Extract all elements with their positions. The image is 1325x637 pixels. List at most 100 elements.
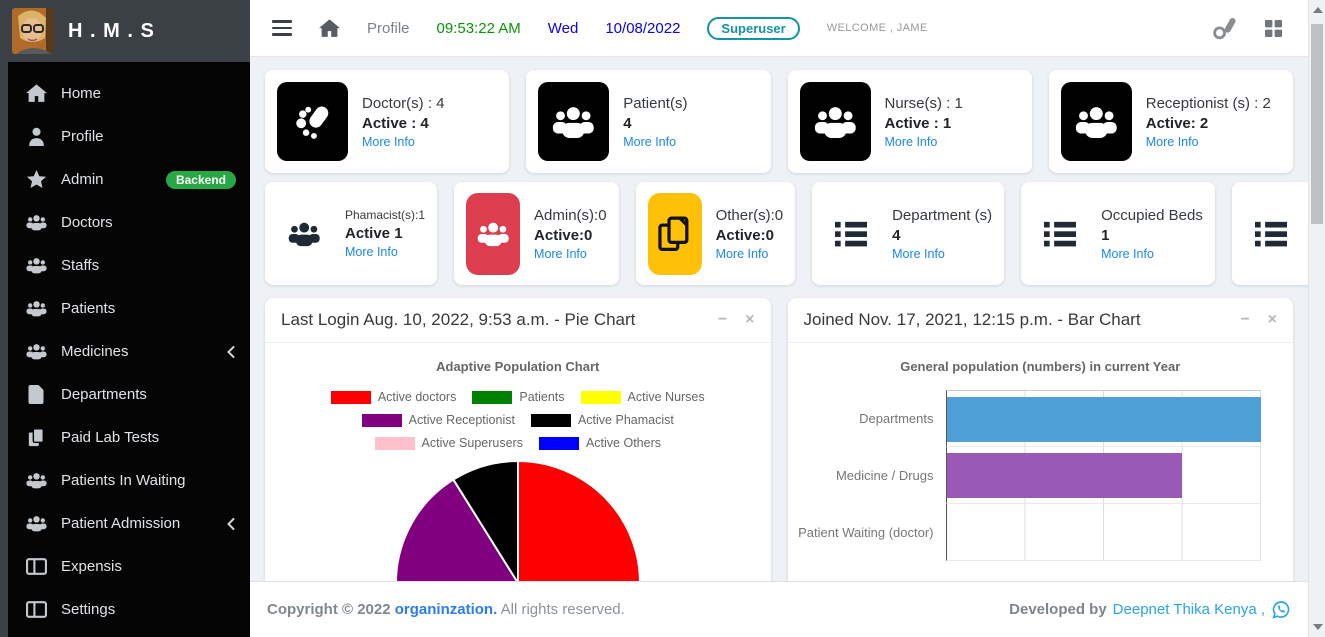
stat-card-admin-s-0: Admin(s):0 Active:0 More Info — [454, 182, 619, 285]
sidebar-item-paid-lab-tests[interactable]: Paid Lab Tests — [8, 416, 250, 459]
stat-card-receptionist-s-2: Receptionist (s) : 2 Active: 2 More Info — [1048, 70, 1293, 173]
legend-label: Active Phamacist — [577, 413, 674, 427]
users-icon — [26, 213, 47, 232]
more-info-link[interactable]: More Info — [884, 134, 938, 149]
grid-icon[interactable] — [1265, 20, 1282, 37]
backend-badge: Backend — [165, 170, 236, 189]
sidebar-item-settings[interactable]: Settings — [8, 588, 250, 631]
sidebar-item-label: Home — [61, 85, 102, 102]
legend-label: Active Nurses — [627, 390, 705, 404]
topbar-profile-link[interactable]: Profile — [367, 19, 410, 37]
legend-swatch — [330, 390, 371, 404]
bar-medicine-drugs — [946, 453, 1183, 498]
sidebar-item-expensis[interactable]: Expensis — [8, 545, 250, 588]
topbar: Profile 09:53:22 AM Wed 10/08/2022 Super… — [250, 0, 1308, 57]
pill-icon[interactable] — [1212, 16, 1238, 40]
more-info-link[interactable]: More Info — [345, 245, 398, 259]
more-info-link[interactable]: More Info — [362, 134, 415, 149]
stat-title: Department (s) — [892, 206, 993, 224]
users-icon — [466, 192, 521, 275]
users-icon — [277, 193, 331, 275]
sidebar-item-label: Departments — [61, 386, 147, 403]
pie-card-title: Last Login Aug. 10, 2022, 9:53 a.m. - Pi… — [281, 310, 636, 329]
copyright-text: Copyright © 2022 organinzation. All righ… — [267, 601, 625, 618]
pie-legend: Active doctors Patients Active Nurses Activ… — [275, 390, 761, 450]
bar-chart-card: Joined Nov. 17, 2021, 12:15 p.m. - Bar C… — [787, 298, 1293, 628]
more-info-link[interactable]: More Info — [534, 246, 587, 261]
sidebar-item-doctors[interactable]: Doctors — [8, 201, 250, 244]
stat-card-nurse-s-1: Nurse(s) : 1 Active : 1 More Info — [787, 70, 1032, 173]
minimize-icon[interactable]: − — [717, 311, 728, 328]
stat-title: Occupied Beds — [1101, 206, 1203, 224]
sidebar-item-home[interactable]: Home — [8, 72, 250, 115]
sidebar-item-label: Settings — [61, 601, 116, 618]
menu-toggle-icon[interactable] — [272, 20, 292, 36]
legend-item-active-others: Active Others — [538, 436, 661, 450]
bar-row-departments: Departments — [798, 390, 1284, 447]
minimize-icon[interactable]: − — [1240, 311, 1250, 328]
sidebar-item-label: Staffs — [61, 257, 100, 274]
bar-row-patient-waiting-doctor: Patient Waiting (doctor) — [798, 504, 1284, 561]
user-avatar — [12, 8, 54, 54]
pie-chart-title: Adaptive Population Chart — [436, 359, 600, 374]
chevron-left-icon — [226, 518, 236, 530]
sidebar-item-patient-admission[interactable]: Patient Admission — [8, 502, 250, 545]
paw-icon — [277, 82, 348, 161]
sidebar-item-patients-in-waiting[interactable]: Patients In Waiting — [8, 459, 250, 502]
more-info-link[interactable]: More Info — [1101, 246, 1154, 261]
pie-slice-active-phamacist — [451, 459, 519, 587]
more-info-link[interactable]: More Info — [623, 134, 677, 149]
sidebar-item-patients[interactable]: Patients — [8, 287, 250, 330]
scrollbar[interactable] — [1308, 0, 1325, 637]
dashboard-content: Doctor(s) : 4 Active : 4 More Info Patie… — [250, 57, 1308, 628]
sidebar-item-medicines[interactable]: Medicines — [8, 330, 250, 373]
close-icon[interactable]: × — [1267, 311, 1277, 328]
columns-icon — [26, 557, 47, 576]
developer-link[interactable]: Deepnet Thika Kenya , — [1112, 601, 1265, 618]
stat-card-free-beds: Free Beds 2 2 — [1231, 182, 1308, 285]
sidebar-item-label: Doctors — [61, 214, 113, 231]
bar-chart: Departments Medicine / Drugs Patient Wai… — [798, 390, 1284, 561]
scrollbar-thumb[interactable] — [1311, 24, 1323, 224]
scroll-down-arrow-icon[interactable] — [1313, 624, 1323, 630]
stat-card-occupied-beds: Occupied Beds 1 More Info — [1021, 182, 1215, 285]
brand-header[interactable]: H . M . S — [0, 0, 250, 62]
stat-title: Patient(s) — [623, 94, 688, 112]
sidebar-item-label: Admin — [61, 171, 104, 188]
sidebar-item-profile[interactable]: Profile — [8, 115, 250, 158]
stat-value: Active:0 — [715, 226, 774, 244]
stat-cards-row-2: Phamacist(s):1 Active 1 More Info Admin(… — [265, 182, 1308, 285]
pie-chart-card: Last Login Aug. 10, 2022, 9:53 a.m. - Pi… — [265, 298, 771, 628]
stat-card-doctor-s-4: Doctor(s) : 4 Active : 4 More Info — [265, 70, 510, 173]
sidebar-item-admin[interactable]: Admin Backend — [8, 158, 250, 201]
stat-title: Receptionist (s) : 2 — [1145, 94, 1271, 112]
sidebar-item-label: Medicines — [61, 343, 129, 360]
more-info-link[interactable]: More Info — [892, 246, 945, 261]
sidebar-item-departments[interactable]: Departments — [8, 373, 250, 416]
sidebar-item-staffs[interactable]: Staffs — [8, 244, 250, 287]
stat-value: Active : 1 — [884, 114, 952, 132]
stat-value: 4 — [892, 226, 901, 244]
charts-row: Last Login Aug. 10, 2022, 9:53 a.m. - Pi… — [265, 298, 1293, 628]
more-info-link[interactable]: More Info — [715, 246, 769, 261]
stat-cards-row-1: Doctor(s) : 4 Active : 4 More Info Patie… — [265, 70, 1293, 173]
whatsapp-icon[interactable] — [1271, 600, 1291, 620]
stat-title: Admin(s):0 — [534, 206, 607, 224]
users-icon — [538, 82, 610, 161]
bar-category-label: Medicine / Drugs — [835, 468, 934, 483]
bar-row-medicine-drugs: Medicine / Drugs — [798, 447, 1284, 504]
legend-item-active-doctors: Active doctors — [330, 390, 456, 404]
legend-swatch — [361, 413, 402, 427]
close-icon[interactable]: × — [745, 311, 755, 328]
users-icon — [26, 256, 47, 275]
sidebar-item-label: Patients In Waiting — [61, 472, 186, 489]
home-icon[interactable] — [319, 19, 340, 38]
chevron-left-icon — [226, 346, 236, 358]
more-info-link[interactable]: More Info — [1145, 134, 1199, 149]
superuser-badge: Superuser — [707, 16, 800, 40]
scroll-up-arrow-icon[interactable] — [1313, 7, 1323, 13]
rights-text: All rights reserved. — [500, 601, 625, 618]
organization-link[interactable]: organinzation. — [394, 601, 498, 618]
copy-icon — [26, 428, 47, 447]
bar-plot-area — [945, 447, 1261, 504]
